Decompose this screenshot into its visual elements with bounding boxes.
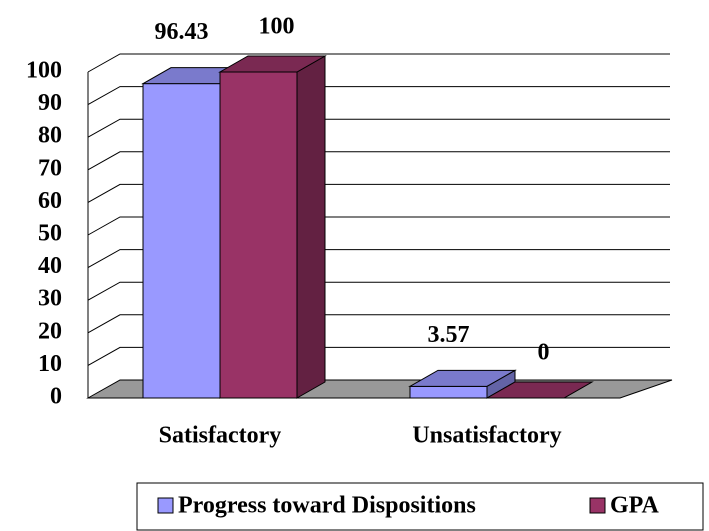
y-tick-label: 90 — [38, 90, 62, 116]
value-label: 0 — [538, 340, 550, 366]
grid-line — [87, 86, 670, 106]
y-tick-label: 70 — [38, 155, 62, 181]
legend-label: Progress toward Dispositions — [178, 493, 476, 519]
y-tick-label: 10 — [38, 351, 62, 377]
grid-line — [87, 249, 670, 269]
y-tick-label: 100 — [26, 58, 62, 84]
x-tick-label: Satisfactory — [159, 423, 282, 449]
legend-swatch — [157, 497, 174, 514]
bar-front — [409, 385, 488, 399]
bar-side — [296, 55, 326, 399]
grid-line — [87, 151, 670, 171]
y-tick-label: 60 — [38, 188, 62, 214]
y-tick-label: 0 — [50, 384, 62, 410]
grid-line — [87, 216, 670, 236]
bar-top — [218, 55, 327, 73]
bar-top — [408, 369, 517, 387]
y-tick-label: 30 — [38, 286, 62, 312]
bar — [218, 55, 327, 399]
x-tick-label: Unsatisfactory — [412, 423, 561, 449]
y-tick-label: 20 — [38, 318, 62, 344]
bar-front — [142, 83, 221, 399]
y-tick-label: 40 — [38, 253, 62, 279]
bar-top — [485, 381, 594, 399]
value-label: 3.57 — [428, 322, 470, 348]
legend-label: GPA — [610, 493, 660, 519]
y-tick-label: 80 — [38, 123, 62, 149]
bar — [485, 381, 594, 399]
grid-line — [87, 281, 670, 301]
y-tick-label: 50 — [38, 221, 62, 247]
legend-box — [136, 482, 704, 531]
grid-line — [87, 314, 670, 334]
bar — [408, 369, 517, 399]
value-label: 100 — [259, 14, 295, 40]
bar-front — [219, 71, 298, 399]
value-label: 96.43 — [155, 19, 209, 45]
legend-swatch — [589, 497, 606, 514]
grid-line — [87, 183, 670, 203]
grid-line — [87, 346, 670, 366]
grid-line — [87, 53, 670, 73]
grid-line — [87, 118, 670, 138]
